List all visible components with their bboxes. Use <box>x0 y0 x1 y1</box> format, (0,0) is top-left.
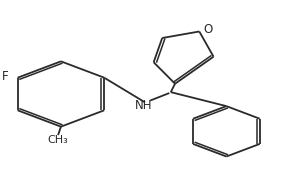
Text: NH: NH <box>135 99 152 112</box>
Text: O: O <box>203 23 212 36</box>
Text: F: F <box>1 70 8 83</box>
Text: CH₃: CH₃ <box>48 135 68 145</box>
